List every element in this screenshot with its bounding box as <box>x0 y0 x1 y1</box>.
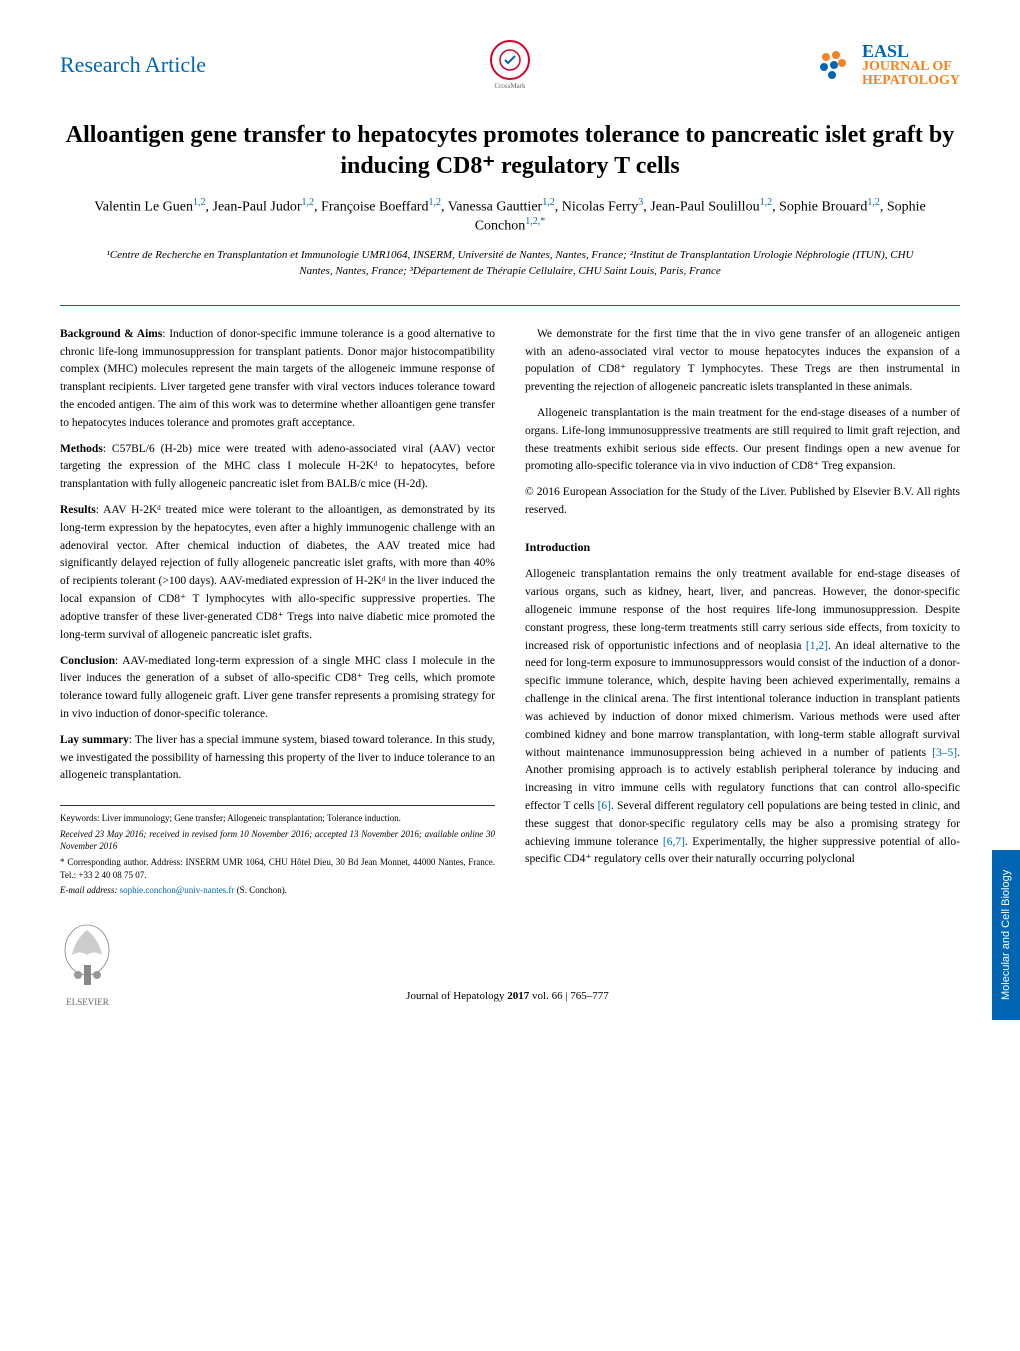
abstract-methods: Methods: C57BL/6 (H-2b) mice were treate… <box>60 441 495 494</box>
crossmark-icon <box>490 40 530 80</box>
crossmark-badge[interactable]: CrossMark <box>485 40 535 90</box>
left-column: Background & Aims: Induction of donor-sp… <box>60 326 495 900</box>
elsevier-logo: ELSEVIER <box>60 920 115 1007</box>
email-link[interactable]: sophie.conchon@univ-nantes.fr <box>120 885 235 895</box>
abstract-conclusion: Conclusion: AAV-mediated long-term expre… <box>60 653 495 724</box>
divider-top <box>60 305 960 306</box>
keywords: Keywords: Liver immunology; Gene transfe… <box>60 812 495 825</box>
easl-label: EASL <box>862 42 960 60</box>
intro-heading: Introduction <box>525 538 960 557</box>
summary-p1: We demonstrate for the first time that t… <box>525 326 960 397</box>
page-footer: ELSEVIER Journal of Hepatology 2017 vol.… <box>60 920 960 1007</box>
summary-p2: Allogeneic transplantation is the main t… <box>525 405 960 476</box>
footer-citation: Journal of Hepatology 2017 vol. 66 | 765… <box>115 990 900 1007</box>
received-dates: Received 23 May 2016; received in revise… <box>60 828 495 853</box>
article-type-label: Research Article <box>60 52 206 78</box>
copyright: © 2016 European Association for the Stud… <box>525 484 960 520</box>
right-column: We demonstrate for the first time that t… <box>525 326 960 900</box>
email-line: E-mail address: sophie.conchon@univ-nant… <box>60 884 495 897</box>
abstract-background: Background & Aims: Induction of donor-sp… <box>60 326 495 433</box>
side-tab-label: Molecular and Cell Biology <box>992 850 1020 1020</box>
intro-paragraph: Allogeneic transplantation remains the o… <box>525 566 960 869</box>
abstract-results: Results: AAV H-2Kᵈ treated mice were tol… <box>60 502 495 645</box>
article-title: Alloantigen gene transfer to hepatocytes… <box>60 120 960 182</box>
page-header: Research Article CrossMark EASL JOURNAL … <box>60 40 960 90</box>
affiliations: ¹Centre de Recherche en Transplantation … <box>60 247 960 280</box>
corresponding-author: * Corresponding author. Address: INSERM … <box>60 856 495 881</box>
elsevier-label: ELSEVIER <box>60 997 115 1007</box>
easl-icon <box>814 45 854 85</box>
crossmark-label: CrossMark <box>494 82 525 90</box>
journal-name-2: HEPATOLOGY <box>862 74 960 88</box>
footnotes: Keywords: Liver immunology; Gene transfe… <box>60 805 495 897</box>
journal-name-1: JOURNAL OF <box>862 60 960 74</box>
journal-logo: EASL JOURNAL OF HEPATOLOGY <box>814 42 960 88</box>
authors-list: Valentin Le Guen1,2, Jean-Paul Judor1,2,… <box>60 197 960 234</box>
abstract-lay: Lay summary: The liver has a special imm… <box>60 732 495 785</box>
content-columns: Background & Aims: Induction of donor-sp… <box>60 326 960 900</box>
